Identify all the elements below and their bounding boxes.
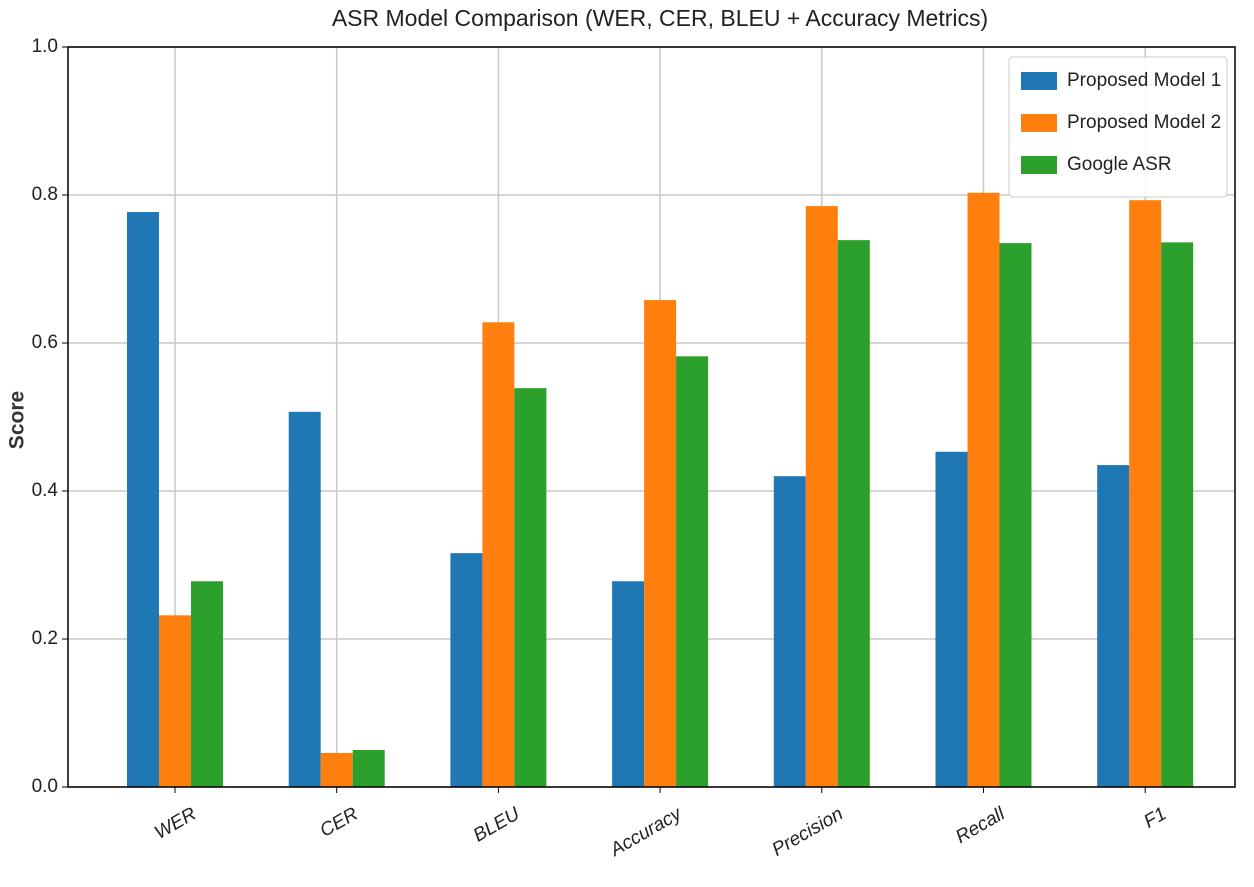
bar (127, 212, 159, 787)
x-tick-label: Recall (952, 803, 1009, 848)
legend-label: Proposed Model 1 (1067, 70, 1221, 91)
bar (1161, 242, 1194, 788)
x-tick-label: Accuracy (606, 803, 686, 862)
y-tick-label: 1.0 (32, 36, 58, 57)
bar (676, 356, 709, 787)
y-tick-label: 0.4 (32, 480, 59, 501)
x-tick-label: Precision (769, 803, 847, 860)
bar (514, 388, 547, 787)
plot-frame (67, 46, 1236, 788)
legend-swatch (1021, 72, 1057, 90)
bar (805, 206, 838, 788)
y-tick-label: 0.2 (32, 628, 58, 649)
legend-box (1008, 56, 1228, 198)
bar (837, 240, 870, 787)
bar (644, 300, 677, 787)
bar (1097, 465, 1130, 787)
bar (935, 451, 968, 787)
bar (612, 581, 645, 787)
bar (352, 750, 385, 787)
bar (482, 322, 515, 787)
x-tick-label: CER (316, 803, 361, 841)
bar (1129, 200, 1162, 787)
bar (320, 752, 353, 787)
bar (450, 553, 483, 787)
y-tick-label: 0.0 (32, 776, 58, 797)
x-tick-label: BLEU (470, 803, 524, 846)
bar (999, 243, 1032, 788)
bar (967, 192, 1000, 787)
legend-label: Google ASR (1067, 154, 1172, 175)
x-tick-label: WER (151, 803, 200, 843)
bar (773, 476, 806, 787)
bar (288, 411, 321, 787)
x-tick-label: F1 (1140, 803, 1170, 832)
y-tick-label: 0.6 (32, 332, 58, 353)
legend-swatch (1021, 156, 1057, 174)
bar (191, 581, 223, 787)
legend-label: Proposed Model 2 (1067, 112, 1221, 133)
y-tick-label: 0.8 (32, 184, 58, 205)
bar (159, 615, 191, 787)
legend-swatch (1021, 114, 1057, 132)
y-axis-label: Score (6, 391, 29, 449)
chart-title: ASR Model Comparison (WER, CER, BLEU + A… (332, 5, 988, 31)
